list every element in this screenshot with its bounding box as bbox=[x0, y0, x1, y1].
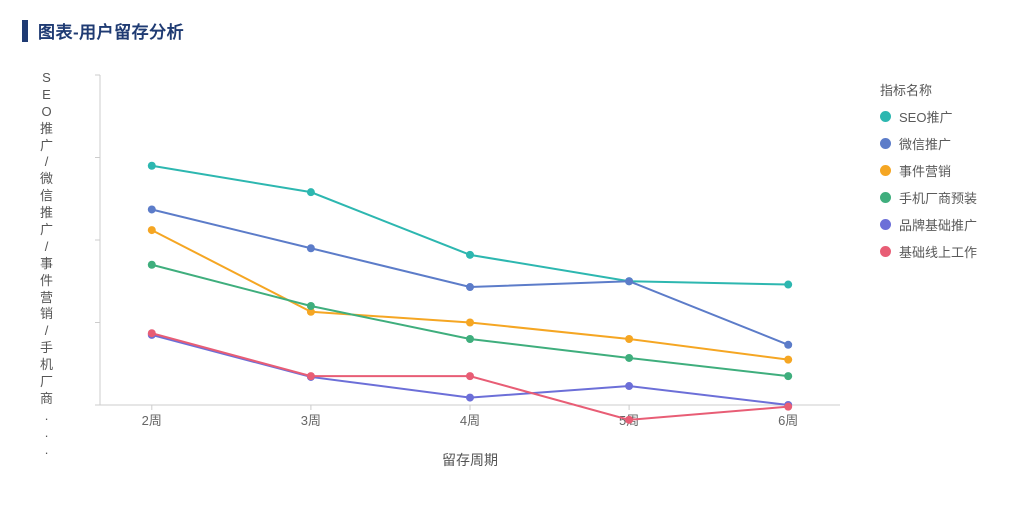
data-point[interactable] bbox=[784, 341, 792, 349]
data-point[interactable] bbox=[625, 354, 633, 362]
data-point[interactable] bbox=[625, 382, 633, 390]
data-point[interactable] bbox=[466, 319, 474, 327]
legend: 指标名称 SEO推广微信推广事件营销手机厂商预装品牌基础推广基础线上工作 bbox=[880, 80, 977, 269]
x-tick-label: 3周 bbox=[301, 413, 321, 428]
data-point[interactable] bbox=[148, 329, 156, 337]
data-point[interactable] bbox=[307, 244, 315, 252]
legend-label: 品牌基础推广 bbox=[899, 215, 977, 234]
series-line bbox=[152, 166, 788, 285]
y-axis-label: SEO推广/微信推广/事件营销/手机厂商... bbox=[38, 70, 56, 430]
data-point[interactable] bbox=[784, 281, 792, 289]
x-tick-label: 4周 bbox=[460, 413, 480, 428]
legend-swatch bbox=[880, 219, 891, 230]
legend-item[interactable]: 事件营销 bbox=[880, 161, 977, 180]
data-point[interactable] bbox=[148, 162, 156, 170]
legend-title: 指标名称 bbox=[880, 80, 977, 99]
data-point[interactable] bbox=[148, 205, 156, 213]
legend-label: SEO推广 bbox=[899, 107, 952, 126]
data-point[interactable] bbox=[148, 261, 156, 269]
data-point[interactable] bbox=[466, 283, 474, 291]
data-point[interactable] bbox=[466, 251, 474, 259]
legend-label: 手机厂商预装 bbox=[899, 188, 977, 207]
legend-swatch bbox=[880, 111, 891, 122]
data-point[interactable] bbox=[148, 226, 156, 234]
x-tick-label: 2周 bbox=[142, 413, 162, 428]
data-point[interactable] bbox=[784, 372, 792, 380]
legend-item[interactable]: 手机厂商预装 bbox=[880, 188, 977, 207]
data-point[interactable] bbox=[466, 335, 474, 343]
data-point[interactable] bbox=[466, 372, 474, 380]
chart-title-bar: 图表-用户留存分析 bbox=[22, 18, 184, 43]
chart-title: 图表-用户留存分析 bbox=[38, 18, 184, 43]
data-point[interactable] bbox=[307, 302, 315, 310]
data-point[interactable] bbox=[307, 372, 315, 380]
legend-label: 事件营销 bbox=[899, 161, 951, 180]
legend-swatch bbox=[880, 165, 891, 176]
data-point[interactable] bbox=[625, 335, 633, 343]
data-point[interactable] bbox=[784, 356, 792, 364]
legend-label: 微信推广 bbox=[899, 134, 951, 153]
x-tick-label: 6周 bbox=[778, 413, 798, 428]
legend-swatch bbox=[880, 138, 891, 149]
legend-item[interactable]: SEO推广 bbox=[880, 107, 977, 126]
legend-swatch bbox=[880, 192, 891, 203]
legend-item[interactable]: 品牌基础推广 bbox=[880, 215, 977, 234]
data-point[interactable] bbox=[625, 416, 633, 424]
data-point[interactable] bbox=[784, 403, 792, 411]
legend-label: 基础线上工作 bbox=[899, 242, 977, 261]
line-chart-svg: 00.10.20.30.42周3周4周5周6周 bbox=[90, 70, 850, 450]
title-accent-mark bbox=[22, 20, 28, 42]
legend-swatch bbox=[880, 246, 891, 257]
plot-area: 00.10.20.30.42周3周4周5周6周 bbox=[90, 70, 850, 430]
legend-item[interactable]: 基础线上工作 bbox=[880, 242, 977, 261]
chart-container: 图表-用户留存分析 SEO推广/微信推广/事件营销/手机厂商... 00.10.… bbox=[0, 0, 1024, 510]
data-point[interactable] bbox=[307, 188, 315, 196]
data-point[interactable] bbox=[466, 394, 474, 402]
data-point[interactable] bbox=[625, 277, 633, 285]
x-axis-label: 留存周期 bbox=[90, 450, 850, 470]
legend-item[interactable]: 微信推广 bbox=[880, 134, 977, 153]
